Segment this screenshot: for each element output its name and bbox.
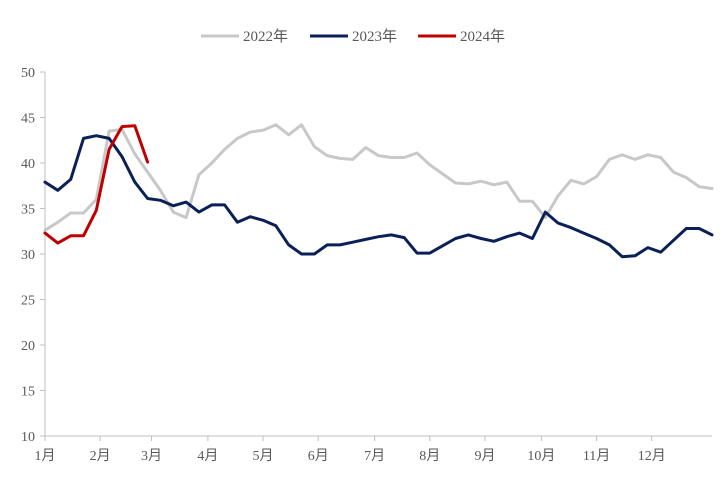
y-tick-label: 10 [21, 430, 35, 445]
y-tick-label: 30 [21, 248, 35, 263]
x-tick-label: 5月 [253, 448, 274, 464]
y-tick-label: 45 [21, 112, 35, 127]
x-tick-label: 3月 [141, 448, 162, 464]
x-tick-label: 2月 [90, 448, 111, 464]
legend-item-2022[interactable]: 2022年 [201, 28, 288, 45]
series-line-2023 [43, 134, 714, 259]
x-tick-label: 6月 [308, 448, 329, 464]
y-tick-label: 15 [21, 385, 35, 400]
series-line-2022 [43, 123, 714, 232]
y-tick-label: 40 [21, 157, 35, 172]
y-tick-label: 35 [21, 203, 35, 218]
x-tick-label: 9月 [474, 448, 495, 464]
x-tick-label: 11月 [583, 448, 610, 464]
x-tick-label: 7月 [364, 448, 385, 464]
y-tick-label: 20 [21, 339, 35, 354]
legend-label-2023: 2023年 [352, 28, 397, 45]
legend-item-2024[interactable]: 2024年 [418, 28, 505, 45]
y-axis: 10 15 20 25 30 35 40 45 50 [21, 66, 46, 445]
x-tick-label: 4月 [197, 448, 218, 464]
x-tick-label: 10月 [527, 448, 555, 464]
y-tick-label: 50 [21, 66, 35, 81]
x-tick-label: 12月 [638, 448, 666, 464]
series-line-2024 [43, 124, 150, 245]
y-tick-label: 25 [21, 294, 35, 309]
x-tick-label: 8月 [419, 448, 440, 464]
legend: 2022年 2023年 2024年 [201, 28, 505, 45]
x-axis: 1月 2月 3月 4月 5月 6月 7月 8月 9月 10月 11月 12月 [35, 435, 712, 464]
legend-label-2024: 2024年 [460, 28, 505, 45]
legend-label-2022: 2022年 [243, 28, 288, 45]
x-tick-label: 1月 [35, 448, 56, 464]
plot-lines [43, 123, 714, 259]
legend-item-2023[interactable]: 2023年 [310, 28, 397, 45]
